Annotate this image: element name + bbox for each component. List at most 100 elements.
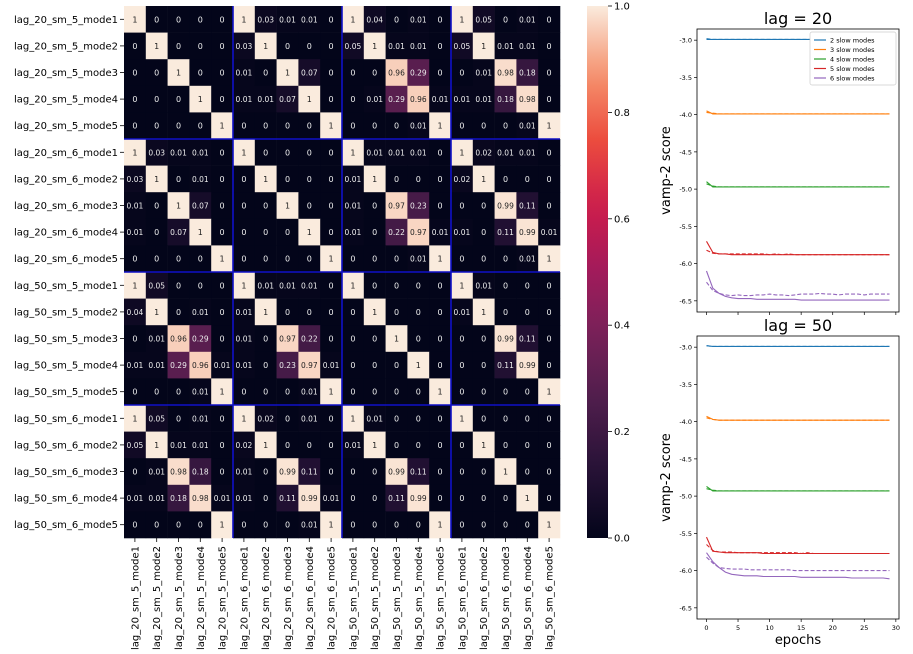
heatmap-cell xyxy=(494,272,517,299)
heatmap-cell-value: 0.01 xyxy=(192,308,209,317)
heatmap-cell-value: 1 xyxy=(307,95,312,104)
heatmap-cell xyxy=(451,32,474,60)
heatmap-cell-value: 0 xyxy=(503,494,508,503)
y-tick-label: -6.0 xyxy=(679,567,692,575)
heatmap-cell-value: 0 xyxy=(350,468,355,477)
heatmap-cell xyxy=(254,165,277,193)
heatmap-cell-value: 1 xyxy=(154,308,159,317)
heatmap-cell-value: 0 xyxy=(416,414,421,423)
heatmap-cell-value: 0 xyxy=(525,175,530,184)
col-label: lag_50_sm_6_mode1 xyxy=(457,546,468,650)
heatmap-cell xyxy=(145,378,168,406)
heatmap-cell xyxy=(451,245,474,273)
heatmap-cell xyxy=(342,165,365,193)
heatmap-cell xyxy=(276,405,299,432)
heatmap-cell xyxy=(167,325,190,353)
heatmap-cell xyxy=(494,378,517,406)
heatmap-cell xyxy=(516,458,539,486)
heatmap-cell-value: 0 xyxy=(438,15,443,24)
heatmap-cell xyxy=(189,325,212,353)
heatmap-cell-value: 1 xyxy=(198,228,203,237)
heatmap-cell xyxy=(233,405,256,432)
heatmap-cell xyxy=(385,511,408,539)
heatmap-cell-value: 0 xyxy=(285,42,290,51)
heatmap-cell xyxy=(494,139,517,166)
heatmap-cell xyxy=(407,484,430,512)
heatmap-cell-value: 0 xyxy=(285,521,290,530)
heatmap-cell xyxy=(385,351,408,379)
heatmap-cell-value: 0.99 xyxy=(410,494,427,503)
heatmap-cell xyxy=(342,139,365,166)
heatmap-cell-value: 0.01 xyxy=(192,388,209,397)
heatmap-cell xyxy=(516,378,539,406)
heatmap-cell xyxy=(211,112,234,140)
heatmap-cell-value: 0 xyxy=(263,521,268,530)
heatmap-cell xyxy=(407,192,430,220)
heatmap-cell-value: 0.01 xyxy=(301,521,318,530)
heatmap-cell xyxy=(342,85,365,113)
heatmap-cell-value: 0.96 xyxy=(192,361,209,370)
row-label: lag_20_sm_5_mode1 xyxy=(14,15,118,26)
heatmap-cell xyxy=(516,165,539,193)
heatmap-cell xyxy=(254,6,277,33)
heatmap-cell xyxy=(407,511,430,539)
heatmap-cell-value: 0 xyxy=(372,468,377,477)
heatmap-cell xyxy=(254,325,277,353)
heatmap-cell xyxy=(211,245,234,273)
heatmap-cell xyxy=(320,32,343,60)
heatmap-cell-value: 0 xyxy=(329,335,334,344)
x-tick-label: 25 xyxy=(860,624,868,632)
heatmap-cell xyxy=(385,32,408,60)
heatmap-cell xyxy=(429,272,452,299)
heatmap-cell-value: 0 xyxy=(350,308,355,317)
heatmap-cell xyxy=(407,405,430,432)
heatmap-cell xyxy=(145,139,168,166)
heatmap-cell-value: 0 xyxy=(220,335,225,344)
heatmap-cell-value: 0 xyxy=(176,175,181,184)
lag-50-line-plot: lag = 50 -3.0 -3.5 -4.0 -4.5 -5.0 -5.5 -6.0 -6.5… xyxy=(659,316,900,648)
heatmap-cell xyxy=(494,431,517,459)
row-label: lag_20_sm_6_mode1 xyxy=(14,148,118,159)
heatmap-cell xyxy=(494,245,517,273)
heatmap-cell xyxy=(233,218,256,246)
heatmap-cell xyxy=(211,32,234,60)
heatmap-cell-value: 0.01 xyxy=(148,335,165,344)
heatmap-cell-value: 0 xyxy=(220,42,225,51)
heatmap-cell-value: 1 xyxy=(481,441,486,450)
y-tick-label: -5.5 xyxy=(679,223,692,231)
heatmap-cell xyxy=(538,192,561,220)
heatmap-cell-value: 0.01 xyxy=(432,228,449,237)
y-axis-label: vamp-2 score xyxy=(659,126,674,215)
heatmap-cell-value: 0 xyxy=(459,494,464,503)
heatmap-cell-value: 0 xyxy=(394,521,399,530)
heatmap-cell xyxy=(385,484,408,512)
heatmap-cell xyxy=(320,511,343,539)
heatmap-cell-value: 0.11 xyxy=(410,468,427,477)
heatmap-cell xyxy=(385,6,408,33)
heatmap-cell-value: 1 xyxy=(263,441,268,450)
series-line-train xyxy=(706,110,890,115)
heatmap-cell xyxy=(472,85,495,113)
heatmap-cell-value: 0 xyxy=(459,69,464,78)
heatmap-cell-value: 0 xyxy=(372,122,377,131)
heatmap-cell-value: 0 xyxy=(132,255,137,264)
heatmap-cell xyxy=(145,298,168,326)
heatmap-cell xyxy=(516,272,539,299)
heatmap-cell xyxy=(145,59,168,87)
heatmap-cell xyxy=(254,112,277,140)
heatmap-cell-value: 0 xyxy=(329,95,334,104)
heatmap-cell-value: 0 xyxy=(350,122,355,131)
heatmap-cell xyxy=(189,511,212,539)
heatmap-cell xyxy=(211,59,234,87)
heatmap-cell xyxy=(298,458,321,486)
heatmap-cell xyxy=(320,458,343,486)
heatmap-cell xyxy=(472,218,495,246)
heatmap-cell xyxy=(233,245,256,273)
heatmap-cell xyxy=(320,431,343,459)
heatmap-cell xyxy=(320,245,343,273)
heatmap-cell-value: 0.01 xyxy=(127,228,144,237)
heatmap-cell-value: 0 xyxy=(263,122,268,131)
heatmap-cell-value: 0.07 xyxy=(170,228,187,237)
heatmap-cell xyxy=(516,85,539,113)
heatmap-cell xyxy=(233,6,256,33)
